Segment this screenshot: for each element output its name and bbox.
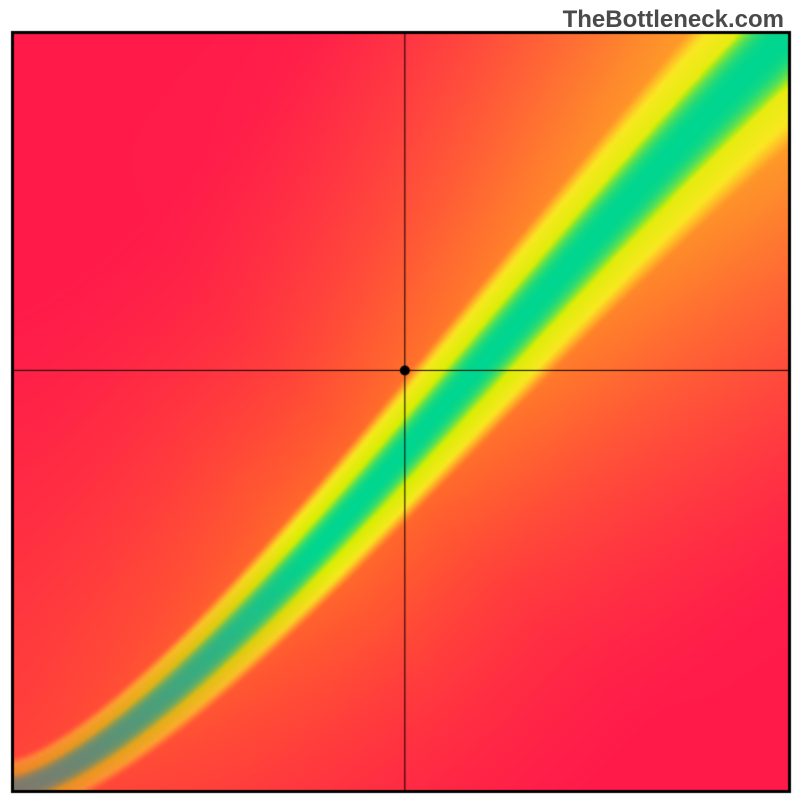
chart-container: TheBottleneck.com	[0, 0, 800, 800]
heatmap-canvas	[0, 0, 800, 800]
watermark-text: TheBottleneck.com	[563, 6, 784, 34]
